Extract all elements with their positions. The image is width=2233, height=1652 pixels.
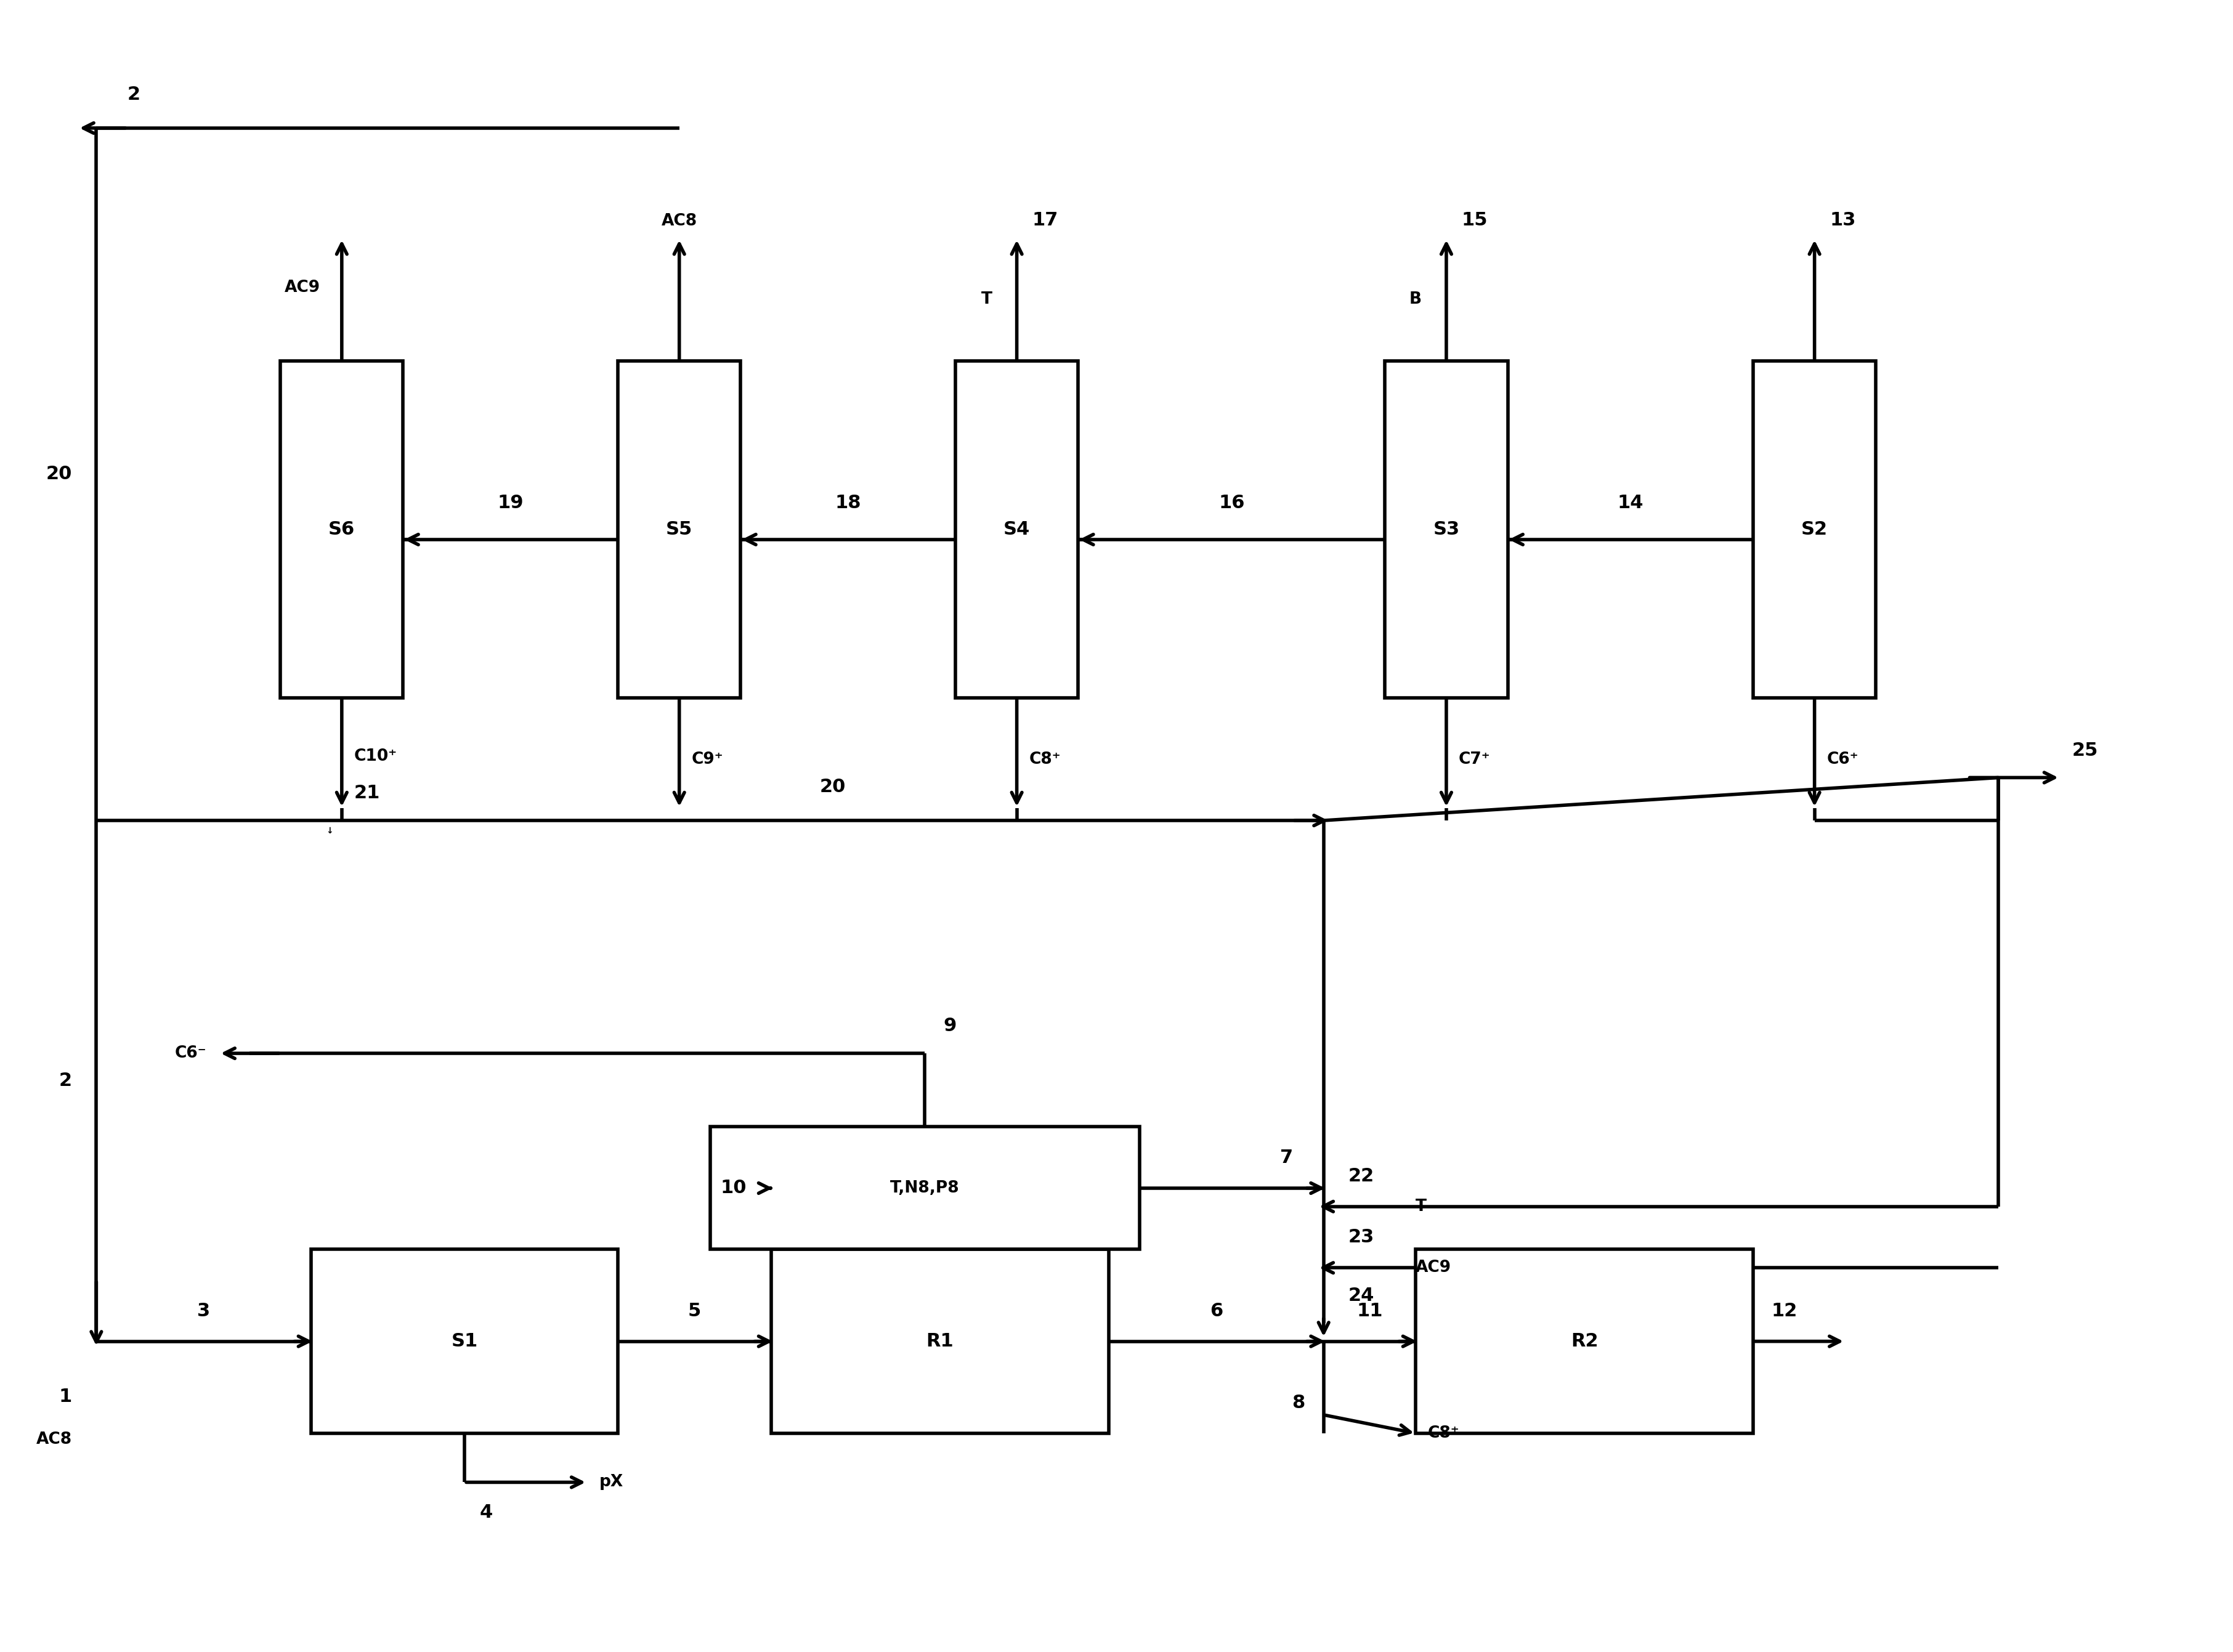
Text: 12: 12 [1771, 1302, 1798, 1320]
Text: 4: 4 [480, 1503, 493, 1521]
Text: AC9: AC9 [1416, 1260, 1451, 1275]
Text: B: B [1409, 292, 1422, 307]
Text: 13: 13 [1829, 211, 1856, 230]
Text: 20: 20 [820, 778, 846, 796]
Text: S3: S3 [1434, 520, 1460, 539]
Text: 2: 2 [58, 1072, 71, 1090]
Text: 24: 24 [1349, 1287, 1373, 1305]
Text: 9: 9 [942, 1018, 956, 1034]
Text: 10: 10 [721, 1180, 746, 1198]
Bar [310, 1249, 619, 1434]
Text: 21: 21 [355, 785, 380, 801]
Text: 17: 17 [1032, 211, 1058, 230]
Bar [1753, 360, 1876, 697]
Text: T: T [1416, 1198, 1427, 1214]
Text: C8⁺: C8⁺ [1029, 752, 1061, 767]
Bar [1384, 360, 1507, 697]
Text: S6: S6 [328, 520, 355, 539]
Text: S2: S2 [1802, 520, 1829, 539]
Text: C6⁺: C6⁺ [1827, 752, 1858, 767]
Text: pX: pX [598, 1474, 623, 1490]
Text: ↓: ↓ [326, 826, 333, 836]
Text: T,N8,P8: T,N8,P8 [891, 1180, 960, 1196]
Text: 3: 3 [197, 1302, 210, 1320]
Text: 22: 22 [1349, 1168, 1373, 1184]
Text: 6: 6 [1210, 1302, 1224, 1320]
Text: 14: 14 [1617, 494, 1643, 512]
Text: 11: 11 [1355, 1302, 1382, 1320]
Text: S5: S5 [665, 520, 692, 539]
Text: 7: 7 [1280, 1148, 1293, 1166]
Text: 19: 19 [498, 494, 525, 512]
Bar [956, 360, 1079, 697]
Text: C10⁺: C10⁺ [355, 748, 397, 765]
Text: S1: S1 [451, 1333, 478, 1350]
Text: 25: 25 [2072, 742, 2099, 760]
Text: R2: R2 [1570, 1333, 1599, 1350]
Text: R1: R1 [927, 1333, 953, 1350]
Text: 2: 2 [127, 86, 141, 104]
Text: C8⁺: C8⁺ [1427, 1426, 1460, 1441]
Bar [619, 360, 741, 697]
Bar [710, 1127, 1139, 1249]
Text: AC8: AC8 [36, 1431, 71, 1447]
Text: C6⁻: C6⁻ [174, 1046, 208, 1061]
Text: S4: S4 [1003, 520, 1029, 539]
Text: 15: 15 [1463, 211, 1487, 230]
Text: 1: 1 [58, 1388, 71, 1406]
Text: 23: 23 [1349, 1229, 1373, 1246]
Text: 16: 16 [1219, 494, 1244, 512]
Text: AC9: AC9 [284, 279, 319, 296]
Text: AC8: AC8 [661, 213, 697, 230]
Text: C9⁺: C9⁺ [692, 752, 723, 767]
Text: 20: 20 [45, 466, 71, 482]
Bar [770, 1249, 1110, 1434]
Bar [281, 360, 404, 697]
Text: 5: 5 [688, 1302, 701, 1320]
Bar [1416, 1249, 1753, 1434]
Text: 18: 18 [835, 494, 862, 512]
Text: T: T [980, 292, 991, 307]
Text: C7⁺: C7⁺ [1458, 752, 1489, 767]
Text: 8: 8 [1293, 1394, 1306, 1411]
